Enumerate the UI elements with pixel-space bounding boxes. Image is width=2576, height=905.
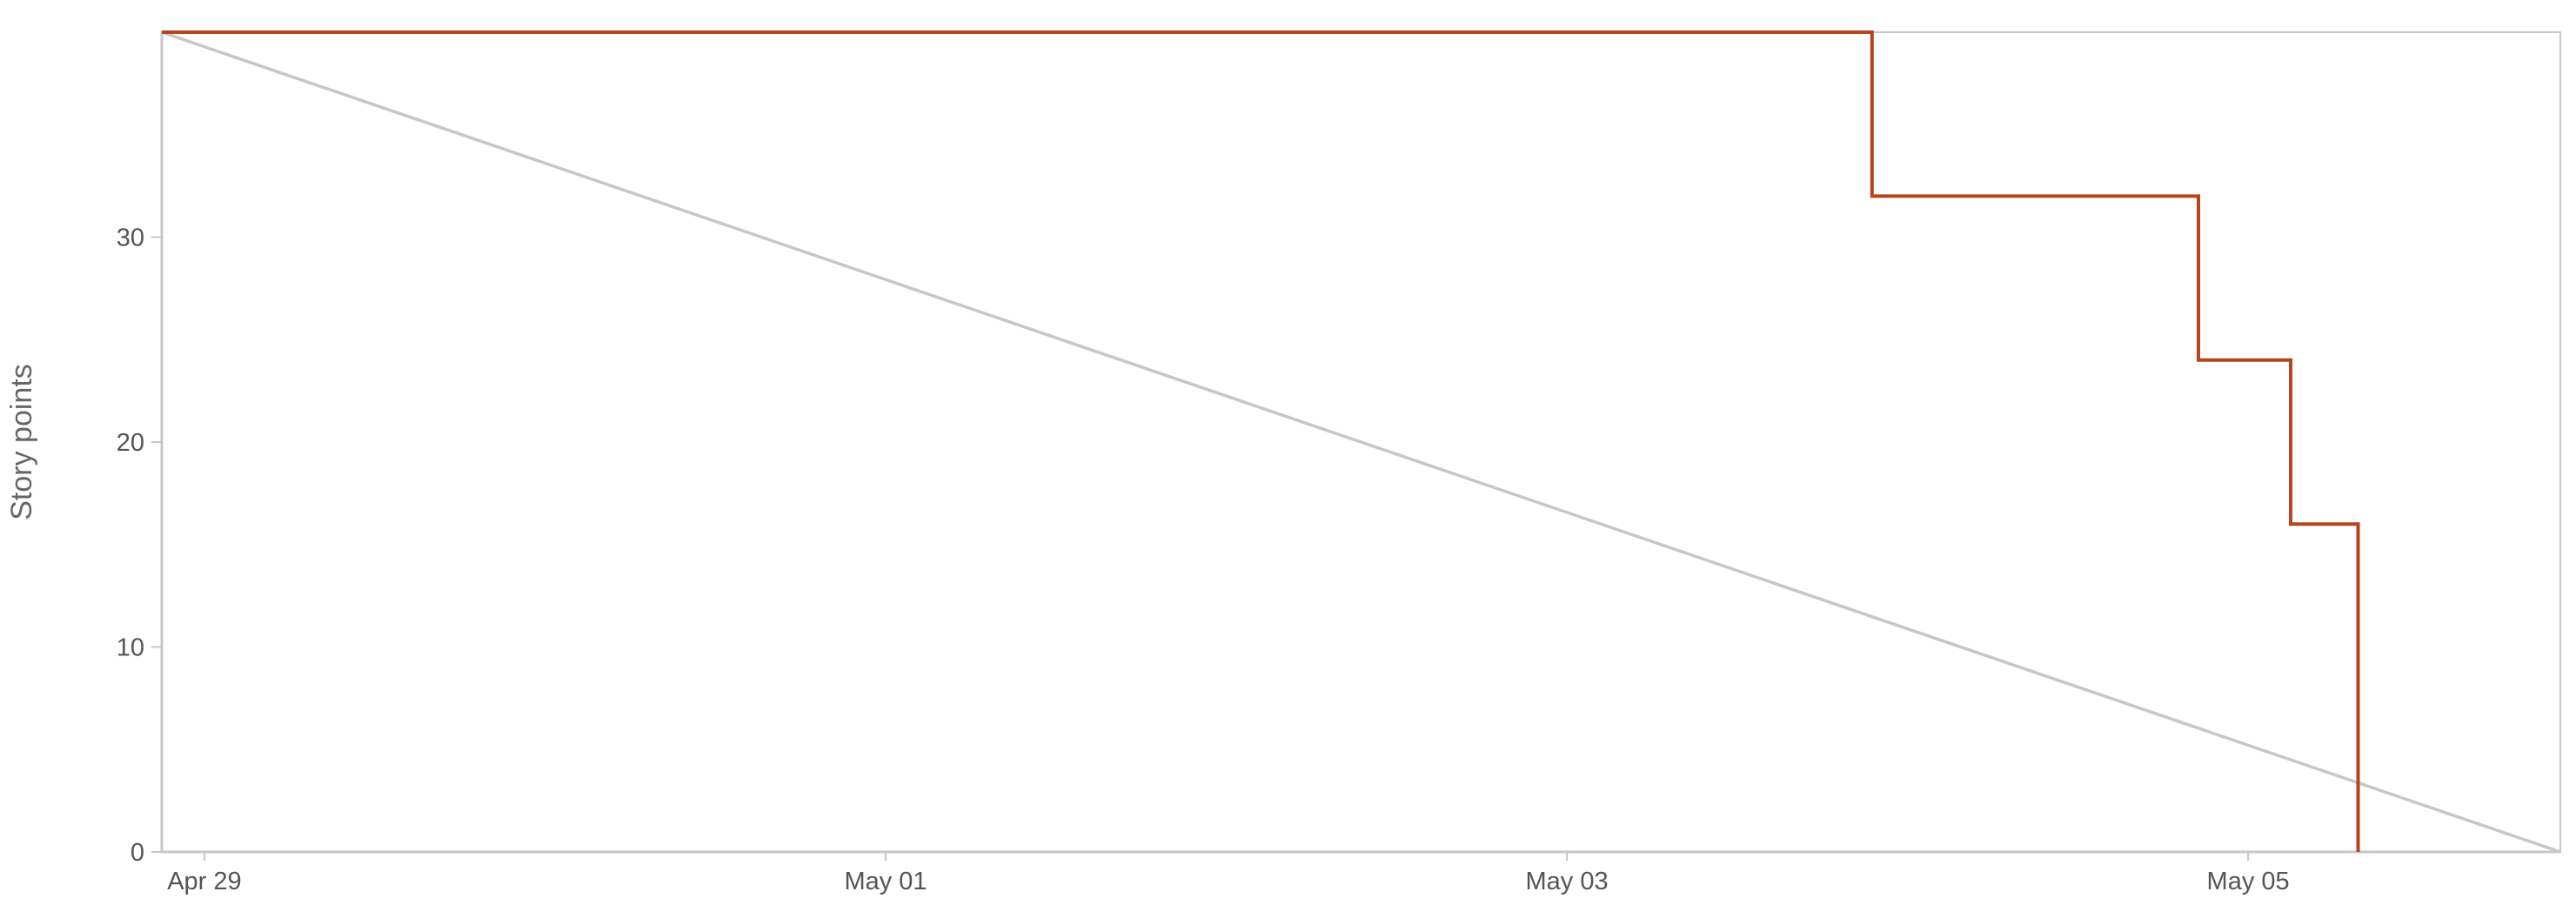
y-tick-label: 0 [130,839,144,867]
ideal-burndown-line [161,30,2561,854]
y-tick-label: 20 [117,429,144,457]
y-tick-label: 10 [117,634,144,662]
x-tick-label: May 03 [1525,868,1608,895]
actual-burndown-line [162,30,2360,852]
x-tick-label: May 01 [844,868,927,895]
x-tick-label: May 05 [2207,868,2290,895]
x-tick-label: Apr 29 [167,868,241,895]
y-tick-label: 30 [117,225,144,252]
y-axis-title: Story points [5,364,38,520]
